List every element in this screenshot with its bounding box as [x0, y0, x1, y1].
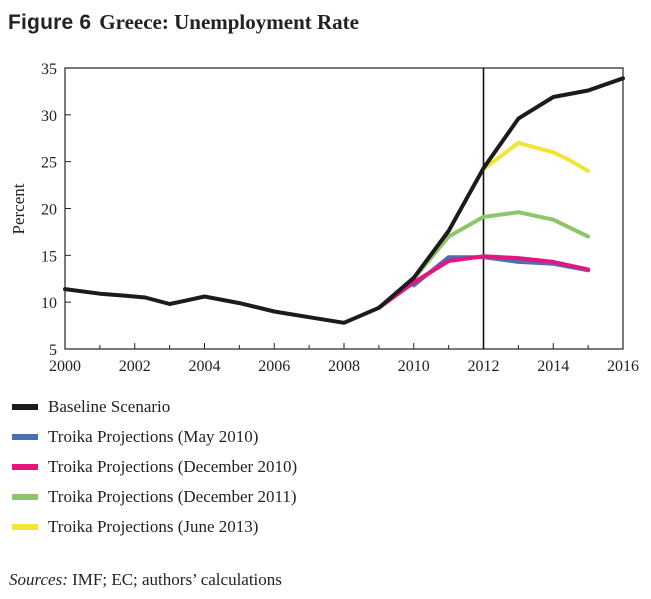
legend: Baseline Scenario Troika Projections (Ma… — [12, 392, 297, 542]
y-tick-label: 35 — [41, 61, 57, 78]
source-lead: Sources: — [9, 570, 68, 589]
y-tick-label: 10 — [41, 295, 57, 312]
x-tick-label: 2014 — [537, 358, 569, 375]
legend-item: Troika Projections (December 2011) — [12, 482, 297, 512]
x-tick-label: 2012 — [468, 358, 500, 375]
line-chart: 5 10 15 20 25 30 35 2000 2002 2004 2006 2008 2010 201… — [9, 61, 639, 375]
figure-label: Figure 6 — [8, 11, 92, 34]
x-tick-label: 2006 — [258, 358, 290, 375]
x-tick-label: 2004 — [189, 358, 221, 375]
legend-item: Troika Projections (December 2010) — [12, 452, 297, 482]
x-tick-label: 2016 — [607, 358, 639, 375]
x-tick-label: 2002 — [119, 358, 151, 375]
series-line-baseline-scenario — [63, 76, 625, 325]
series-line-troika-projections-december-2011 — [411, 210, 591, 281]
source-text: IMF; EC; authors’ calculations — [72, 570, 282, 589]
legend-swatch — [12, 524, 38, 530]
y-tick-label: 5 — [49, 342, 57, 359]
legend-swatch — [12, 434, 38, 440]
series-line-troika-projections-december-2010 — [376, 254, 591, 310]
figure-title: Figure 6 Greece: Unemployment Rate — [8, 10, 359, 35]
series-line-troika-projections-june-2013 — [481, 140, 591, 173]
axis-ticks — [64, 67, 624, 350]
chart-title: Greece: Unemployment Rate — [99, 10, 359, 34]
series-line-troika-projections-may-2010 — [411, 255, 591, 288]
legend-label: Troika Projections (December 2010) — [48, 457, 298, 476]
x-tick-label: 2010 — [398, 358, 430, 375]
legend-label: Baseline Scenario — [48, 397, 171, 416]
source-note: Sources: IMF; EC; authors’ calculations — [9, 570, 282, 590]
y-tick-label: 15 — [41, 248, 57, 265]
plot-border — [64, 67, 624, 350]
legend-label: Troika Projections (December 2011) — [48, 487, 297, 506]
plot-frame — [64, 67, 624, 350]
legend-item: Troika Projections (June 2013) — [12, 512, 297, 542]
legend-swatch — [12, 464, 38, 470]
legend-swatch — [12, 494, 38, 500]
y-tick-label: 25 — [41, 155, 57, 172]
y-tick-label: 20 — [41, 202, 57, 219]
tick-labels: 5 10 15 20 25 30 35 2000 2002 2004 2006 2008 2010 201… — [41, 61, 639, 375]
legend-label: Troika Projections (June 2013) — [48, 517, 259, 536]
legend-item: Baseline Scenario — [12, 392, 297, 422]
x-tick-label: 2008 — [328, 358, 360, 375]
y-axis-label: Percent — [9, 183, 28, 234]
x-tick-label: 2000 — [49, 358, 81, 375]
legend-item: Troika Projections (May 2010) — [12, 422, 297, 452]
y-tick-label: 30 — [41, 108, 57, 125]
legend-label: Troika Projections (May 2010) — [48, 427, 259, 446]
series-lines — [63, 68, 625, 349]
legend-swatch — [12, 404, 38, 410]
